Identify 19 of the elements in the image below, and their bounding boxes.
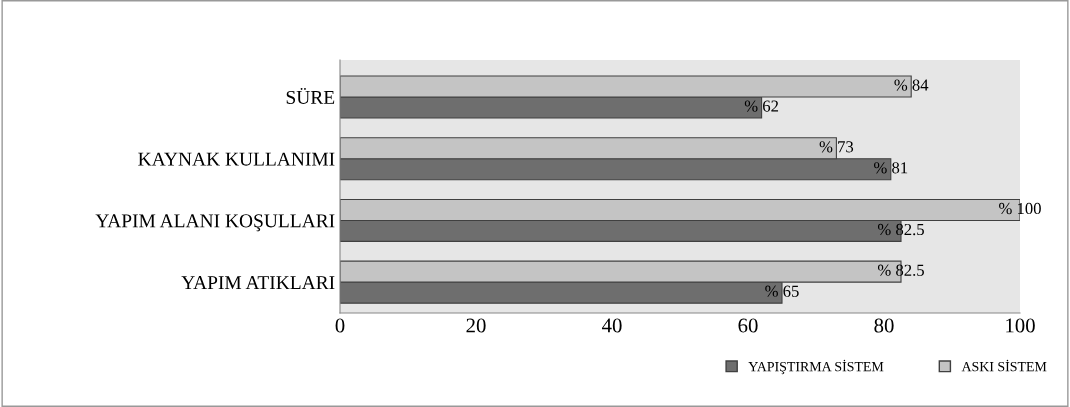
legend-label: YAPIŞTIRMA SİSTEM <box>748 359 884 375</box>
data-label: % 65 <box>765 285 799 297</box>
data-label: % 82.5 <box>877 264 924 276</box>
y-tick-label: KAYNAK KULLANIMI <box>138 152 335 166</box>
data-label: % 100 <box>999 202 1041 215</box>
data-label: % 84 <box>894 79 929 91</box>
data-label: % 81 <box>874 162 908 174</box>
x-tick-label: 60 <box>738 318 758 333</box>
y-tick-label: SÜRE <box>286 87 335 104</box>
x-tick-label: 20 <box>466 318 486 333</box>
data-label: % 62 <box>744 100 779 112</box>
x-tick-label: 40 <box>601 318 622 333</box>
x-tick-label: 80 <box>874 318 894 333</box>
x-tick-label: 100 <box>1006 318 1035 333</box>
legend-label: ASKI SİSTEM <box>961 359 1047 372</box>
x-tick-label: 0 <box>335 318 345 333</box>
y-tick-label: YAPIM ATIKLARI <box>181 276 335 289</box>
data-label: % 73 <box>819 141 854 153</box>
y-tick-label: YAPIM ALANI KOŞULLARI <box>95 214 335 232</box>
